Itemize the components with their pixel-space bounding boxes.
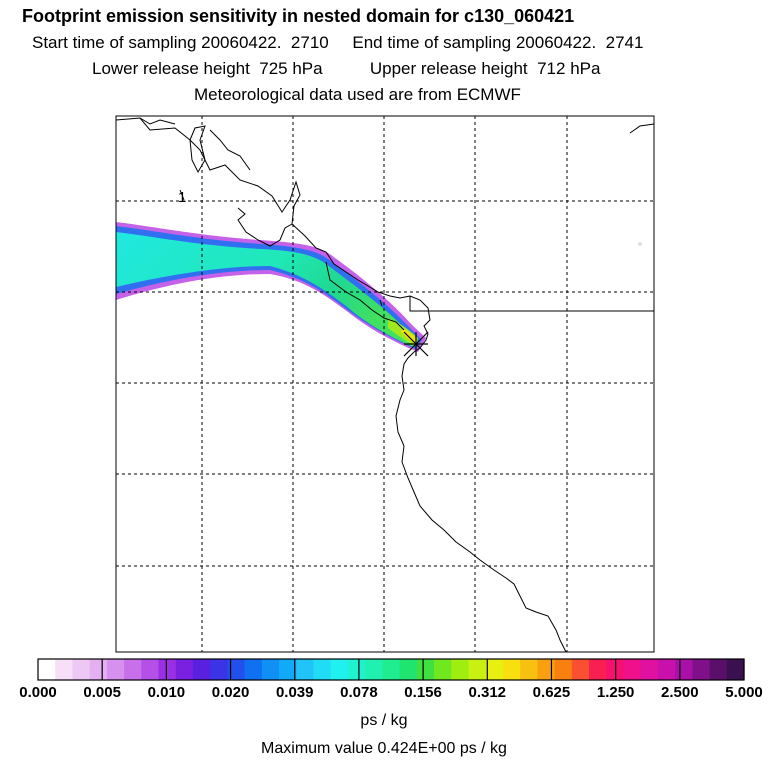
colorbar-cell [589, 659, 607, 680]
colorbar-cell [210, 659, 229, 680]
colorbar-cell [347, 659, 366, 680]
colorbar-cell [72, 659, 91, 680]
colorbar-tick-label: 0.000 [19, 684, 57, 701]
colorbar-tick-label: 5.000 [725, 684, 763, 701]
sampling-times: Start time of sampling 20060422. 2710 En… [32, 33, 644, 52]
colorbar-cell [640, 659, 659, 680]
colorbar-cell [296, 659, 315, 680]
colorbar-cell [416, 659, 435, 680]
colorbar-cell [279, 659, 297, 680]
colorbar-cell [313, 659, 332, 680]
colorbar-cell [726, 659, 745, 680]
colorbar-tick-label: 0.039 [275, 684, 314, 701]
colorbar-tick-label: 0.625 [532, 684, 571, 701]
met-data-source: Meteorological data used are from ECMWF [194, 85, 521, 104]
colorbar-cell [434, 659, 452, 680]
release-heights: Lower release height 725 hPa Upper relea… [92, 59, 601, 78]
colorbar-cell [520, 659, 538, 680]
map-frame [115, 115, 655, 653]
colorbar-tick-label: 0.078 [340, 684, 378, 701]
colorbar-cell [227, 659, 246, 680]
colorbar-cell [554, 659, 573, 680]
colorbar-cell [244, 659, 263, 680]
colorbar-cell [468, 659, 487, 680]
colorbar-cell [261, 659, 280, 680]
colorbar-cell [89, 659, 108, 680]
stray-dot [638, 242, 642, 246]
colorbar-cell [692, 659, 711, 680]
colorbar-cell [451, 659, 470, 680]
colorbar-cell [675, 659, 693, 680]
colorbar-cell [537, 659, 556, 680]
plume-core [116, 232, 418, 347]
colorbar-cell [124, 659, 142, 680]
colorbar-cell [141, 659, 160, 680]
release-point-marker [403, 331, 429, 357]
maximum-value: Maximum value 0.424E+00 ps / kg [261, 740, 507, 757]
coastlines [116, 117, 654, 652]
colorbar-cell [55, 659, 74, 680]
colorbar-tick-label: 0.020 [211, 684, 250, 701]
colorbar-tick-label: 0.312 [468, 684, 507, 701]
colorbar-major-ticks [101, 659, 681, 680]
colorbar-tick-label: 0.005 [83, 684, 121, 701]
colorbar-cell [502, 659, 521, 680]
colorbar-tick-label: 2.500 [661, 684, 699, 701]
colorbar-units: ps / kg [360, 712, 408, 729]
colorbar-cell [571, 659, 590, 680]
colorbar-cell [657, 659, 676, 680]
colorbar-frame [37, 658, 745, 681]
colorbar-cell [365, 659, 383, 680]
colorbar-cell [382, 659, 401, 680]
colorbar-cell [158, 659, 177, 680]
colorbar-cells [38, 659, 745, 680]
colorbar-cell [330, 659, 349, 680]
colorbar-tick-label: 0.010 [147, 684, 186, 701]
colorbar-cell [106, 659, 125, 680]
lat-lon-grid [116, 116, 654, 652]
colorbar-cell [38, 659, 56, 680]
colorbar-cell [485, 659, 504, 680]
plume-max [401, 328, 417, 344]
colorbar-tick-label: 0.156 [404, 684, 442, 701]
plot-title: Footprint emission sensitivity in nested… [22, 6, 575, 26]
colorbar-tick-label: 1.250 [596, 684, 635, 701]
colorbar-cell [175, 659, 194, 680]
colorbar-cell [192, 659, 211, 680]
colorbar-cell [709, 659, 728, 680]
colorbar-cell [399, 659, 418, 680]
colorbar-cell [623, 659, 642, 680]
grid-label: 1 [178, 189, 186, 206]
